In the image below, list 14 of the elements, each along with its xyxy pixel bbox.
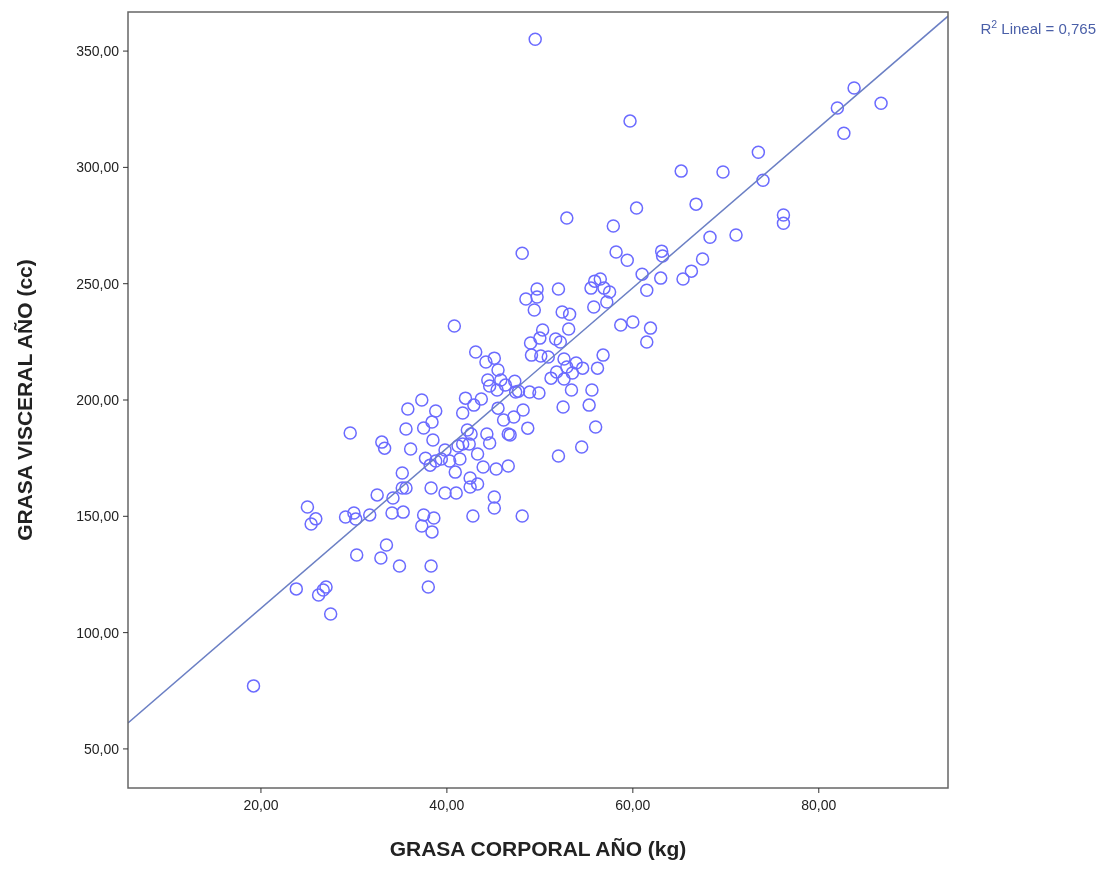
y-tick-label: 150,00 <box>76 508 120 525</box>
x-tick-label: 20,00 <box>243 797 279 813</box>
y-tick-label: 250,00 <box>76 275 120 292</box>
x-tick-label: 40,00 <box>429 797 465 813</box>
y-axis-title: GRASA VISCERAL AÑO (cc) <box>13 259 36 541</box>
y-tick-label: 300,00 <box>76 159 120 176</box>
x-tick-label: 60,00 <box>615 797 651 813</box>
y-tick-label: 200,00 <box>76 392 120 408</box>
x-axis-title: GRASA CORPORAL AÑO (kg) <box>389 837 687 860</box>
y-tick-label: 50,00 <box>83 740 120 757</box>
text: R$^{2}$ Lineal = 0,765 <box>980 18 1096 37</box>
x-tick-label: 80,00 <box>801 797 837 813</box>
y-tick-label: 100,00 <box>76 624 120 641</box>
y-tick-label: 350,00 <box>76 43 120 60</box>
